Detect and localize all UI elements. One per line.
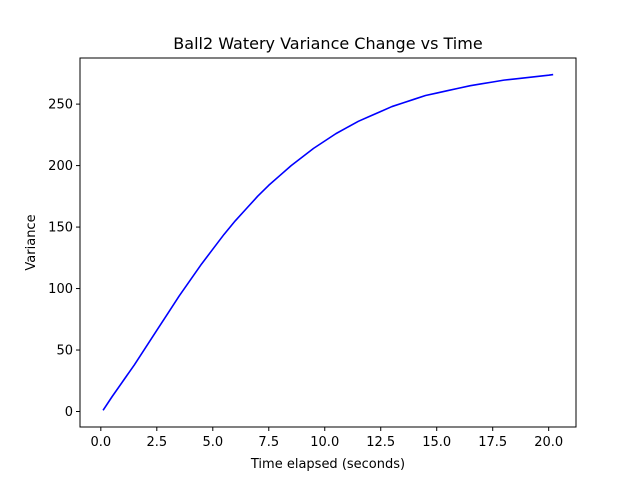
series-layer bbox=[102, 73, 554, 411]
plot-area bbox=[80, 58, 576, 427]
series-line-0 bbox=[102, 73, 554, 411]
x-tick-label: 12.5 bbox=[366, 435, 395, 450]
plot-frame bbox=[79, 57, 577, 428]
y-axis-ticks: 0 50 100 150 200 250 bbox=[48, 98, 80, 420]
y-tick-label: 150 bbox=[48, 221, 73, 236]
y-tick-label: 250 bbox=[48, 98, 73, 113]
y-tick-label: 100 bbox=[48, 282, 73, 297]
x-tick-label: 20.0 bbox=[534, 435, 563, 450]
x-tick-label: 17.5 bbox=[478, 435, 507, 450]
x-tick-label: 0.0 bbox=[90, 435, 111, 450]
x-tick-label: 15.0 bbox=[422, 435, 451, 450]
y-tick-label: 200 bbox=[48, 159, 73, 174]
y-tick-label: 50 bbox=[56, 344, 73, 359]
x-tick-label: 10.0 bbox=[310, 435, 339, 450]
chart-title: Ball2 Watery Variance Change vs Time bbox=[173, 34, 482, 53]
x-tick-label: 5.0 bbox=[202, 435, 223, 450]
y-axis-label: Variance bbox=[24, 214, 39, 270]
x-axis-label: Time elapsed (seconds) bbox=[250, 457, 405, 472]
y-tick-label: 0 bbox=[65, 405, 73, 420]
x-axis-ticks: 0.0 2.5 5.0 7.5 10.0 12.5 15.0 17.5 20.0 bbox=[90, 427, 563, 450]
x-tick-label: 7.5 bbox=[258, 435, 279, 450]
x-tick-label: 2.5 bbox=[146, 435, 167, 450]
